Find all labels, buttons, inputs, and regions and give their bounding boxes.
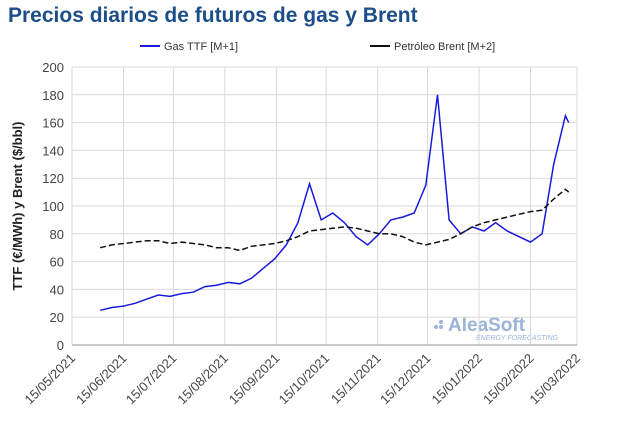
legend-label: Gas TTF [M+1]	[164, 41, 238, 53]
series-line	[100, 94, 570, 312]
y-tick-label: 120	[42, 171, 64, 186]
x-tick-label: 15/10/2021	[276, 351, 333, 408]
logo-dot	[439, 320, 443, 324]
y-tick-label: 160	[42, 116, 64, 131]
y-tick-label: 20	[50, 310, 64, 325]
y-tick-label: 140	[42, 143, 64, 158]
x-tick-label: 15/12/2021	[377, 351, 434, 408]
y-tick-label: 0	[57, 338, 64, 353]
x-tick-label: 15/06/2021	[73, 351, 130, 408]
x-tick-label: 15/03/2022	[526, 351, 583, 408]
x-tick-label: 15/01/2022	[428, 351, 485, 408]
y-tick-label: 40	[50, 282, 64, 297]
x-tick-label: 15/05/2021	[21, 351, 78, 408]
logo-dot	[434, 325, 438, 329]
y-tick-label: 80	[50, 227, 64, 242]
legend-label: Petróleo Brent [M+2]	[394, 41, 495, 53]
x-tick-label: 15/07/2021	[123, 351, 180, 408]
chart-title: Precios diarios de futuros de gas y Bren…	[8, 4, 418, 27]
y-tick-label: 100	[42, 199, 64, 214]
y-tick-label: 200	[42, 60, 64, 75]
x-tick-label: 15/08/2021	[174, 351, 231, 408]
x-tick-label: 15/11/2021	[328, 351, 384, 407]
logo-name: AleaSoft	[448, 315, 526, 336]
series-line	[100, 188, 570, 252]
logo-dot	[439, 325, 443, 329]
logo: AleaSoft ENERGY FORECASTING	[434, 315, 558, 342]
x-tick-label: 15/09/2021	[226, 351, 283, 408]
y-tick-label: 60	[50, 255, 64, 270]
y-tick-label: 180	[42, 88, 64, 103]
y-axis-label: TTF (€/MWh) y Brent ($/bbl)	[10, 122, 25, 291]
logo-tagline: ENERGY FORECASTING	[476, 335, 558, 342]
